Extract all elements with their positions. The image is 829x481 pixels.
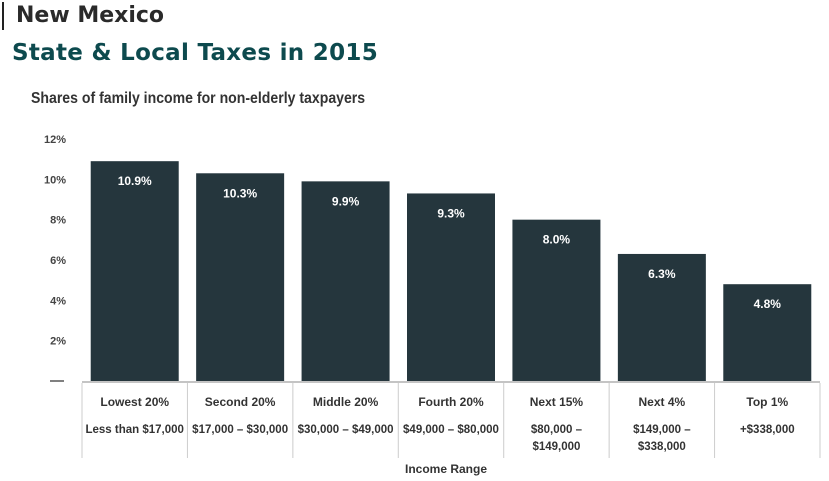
x-axis-label: Income Range xyxy=(405,462,487,476)
bar-value-label: 10.9% xyxy=(118,174,152,188)
bars-group: 10.9% 10.3% 9.9% 9.3% 8.0% 6.3% 4.8% xyxy=(90,161,812,381)
bar xyxy=(196,173,285,381)
income-range-label: $80,000 – xyxy=(531,424,583,436)
category-table: Lowest 20% Less than $17,000 Second 20% $17… xyxy=(81,381,821,458)
bar xyxy=(617,253,706,381)
income-range-label: $149,000 – xyxy=(633,424,691,436)
y-tick-label: 12% xyxy=(44,134,66,146)
x-category-label: Lowest 20% xyxy=(100,395,169,409)
income-range-label: $17,000 – $30,000 xyxy=(192,424,288,436)
bar-value-label: 9.9% xyxy=(332,194,360,208)
state-title: New Mexico xyxy=(2,2,164,30)
bar-value-label: 9.3% xyxy=(437,206,465,220)
x-category-label: Next 4% xyxy=(639,395,686,409)
bar xyxy=(407,193,495,381)
income-range-label: $338,000 xyxy=(638,441,686,453)
bar xyxy=(723,284,812,381)
y-tick-label: 4% xyxy=(50,295,66,307)
x-category-label: Middle 20% xyxy=(313,395,379,409)
x-category-label: Top 1% xyxy=(746,395,788,409)
page-subtitle: State & Local Taxes in 2015 xyxy=(12,40,379,66)
bar xyxy=(512,219,601,381)
income-range-label: $49,000 – $80,000 xyxy=(403,424,499,436)
bar xyxy=(90,161,179,381)
income-range-label: +$338,000 xyxy=(740,424,795,436)
bar-value-label: 10.3% xyxy=(223,186,257,200)
y-tick-label: 10% xyxy=(44,174,66,186)
bar xyxy=(301,181,390,381)
income-range-label: $149,000 xyxy=(532,441,580,453)
x-category-label: Fourth 20% xyxy=(418,395,484,409)
y-tick-label: 6% xyxy=(50,255,66,267)
y-axis: 2% 4% 6% 8% 10% 12% xyxy=(44,134,66,382)
x-category-label: Next 15% xyxy=(530,395,584,409)
y-tick-label: 2% xyxy=(50,336,66,348)
income-range-label: Less than $17,000 xyxy=(85,424,183,436)
x-category-label: Second 20% xyxy=(205,395,276,409)
bar-value-label: 6.3% xyxy=(648,267,676,281)
income-range-label: $30,000 – $49,000 xyxy=(298,424,394,436)
chart-title: Shares of family income for non-elderly … xyxy=(31,90,366,107)
bar-value-label: 8.0% xyxy=(543,233,571,247)
y-tick-label: 8% xyxy=(50,215,66,227)
bar-value-label: 4.8% xyxy=(754,297,782,311)
